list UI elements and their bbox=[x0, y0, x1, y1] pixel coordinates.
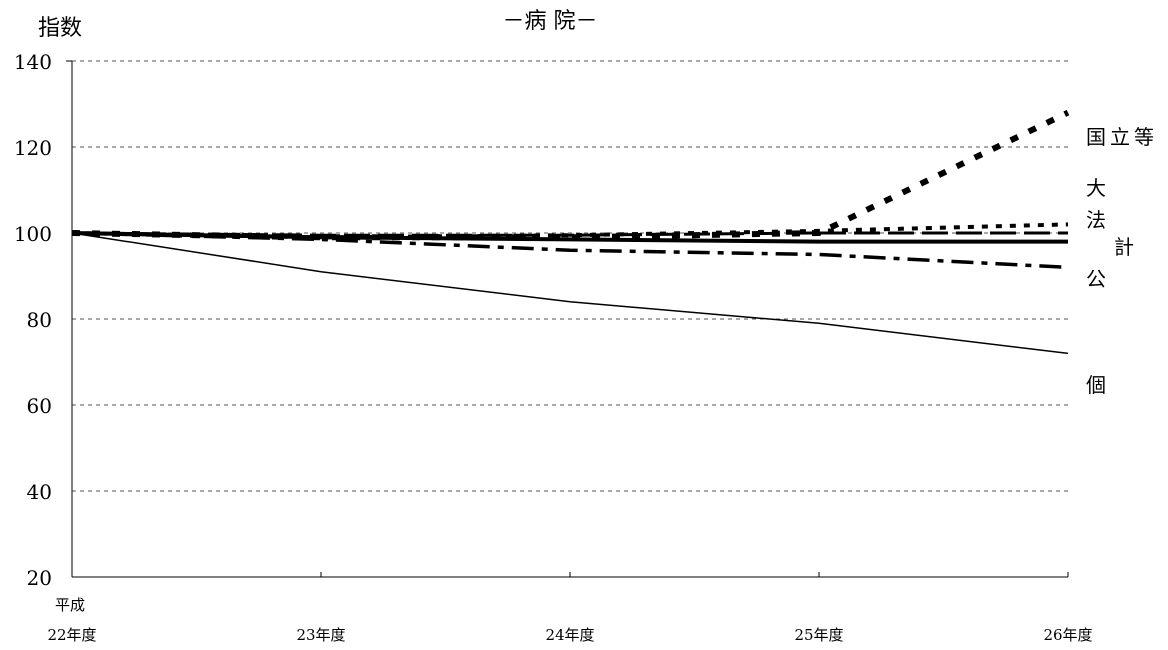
gridlines bbox=[72, 60, 1068, 492]
y-tick-label: 140 bbox=[14, 50, 52, 74]
y-tick-label: 80 bbox=[27, 308, 52, 332]
legend-label: 国立等 bbox=[1086, 125, 1158, 149]
x-tick-labels: 平成 22年度 23年度 24年度 25年度 26年度 bbox=[47, 596, 1092, 644]
series-lines bbox=[71, 109, 1070, 355]
series-line bbox=[71, 232, 1069, 355]
series-line bbox=[71, 231, 1068, 237]
chart-title: －病 院－ bbox=[503, 9, 598, 34]
x-tick-label: 23年度 bbox=[296, 626, 345, 644]
legend-label: 計 bbox=[1114, 235, 1138, 259]
y-tick-label: 60 bbox=[27, 394, 52, 418]
legend-label: 大 学 bbox=[1086, 176, 1168, 200]
y-tick-label: 20 bbox=[27, 566, 52, 590]
y-tick-label: 120 bbox=[14, 136, 52, 160]
y-tick-labels: 20 40 60 80 100 120 140 bbox=[14, 50, 52, 590]
x-tick-label: 平成 bbox=[55, 596, 85, 614]
series-line bbox=[71, 109, 1070, 241]
x-tick-label: 24年度 bbox=[545, 626, 594, 644]
y-tick-label: 100 bbox=[14, 222, 52, 246]
x-tick-label: 26年度 bbox=[1043, 626, 1092, 644]
series-line bbox=[71, 222, 1069, 240]
y-axis-label: 指数 bbox=[38, 16, 82, 41]
axes bbox=[66, 60, 1069, 578]
y-tick-label: 40 bbox=[27, 480, 52, 504]
x-tick-label: 25年度 bbox=[794, 626, 843, 644]
legend-label: 公 的 bbox=[1086, 267, 1168, 291]
x-tick-label: 22年度 bbox=[47, 626, 96, 644]
legend-label: 法 人 bbox=[1086, 208, 1168, 232]
series-line bbox=[71, 231, 1069, 270]
legend-label: 個 人 bbox=[1086, 373, 1168, 397]
